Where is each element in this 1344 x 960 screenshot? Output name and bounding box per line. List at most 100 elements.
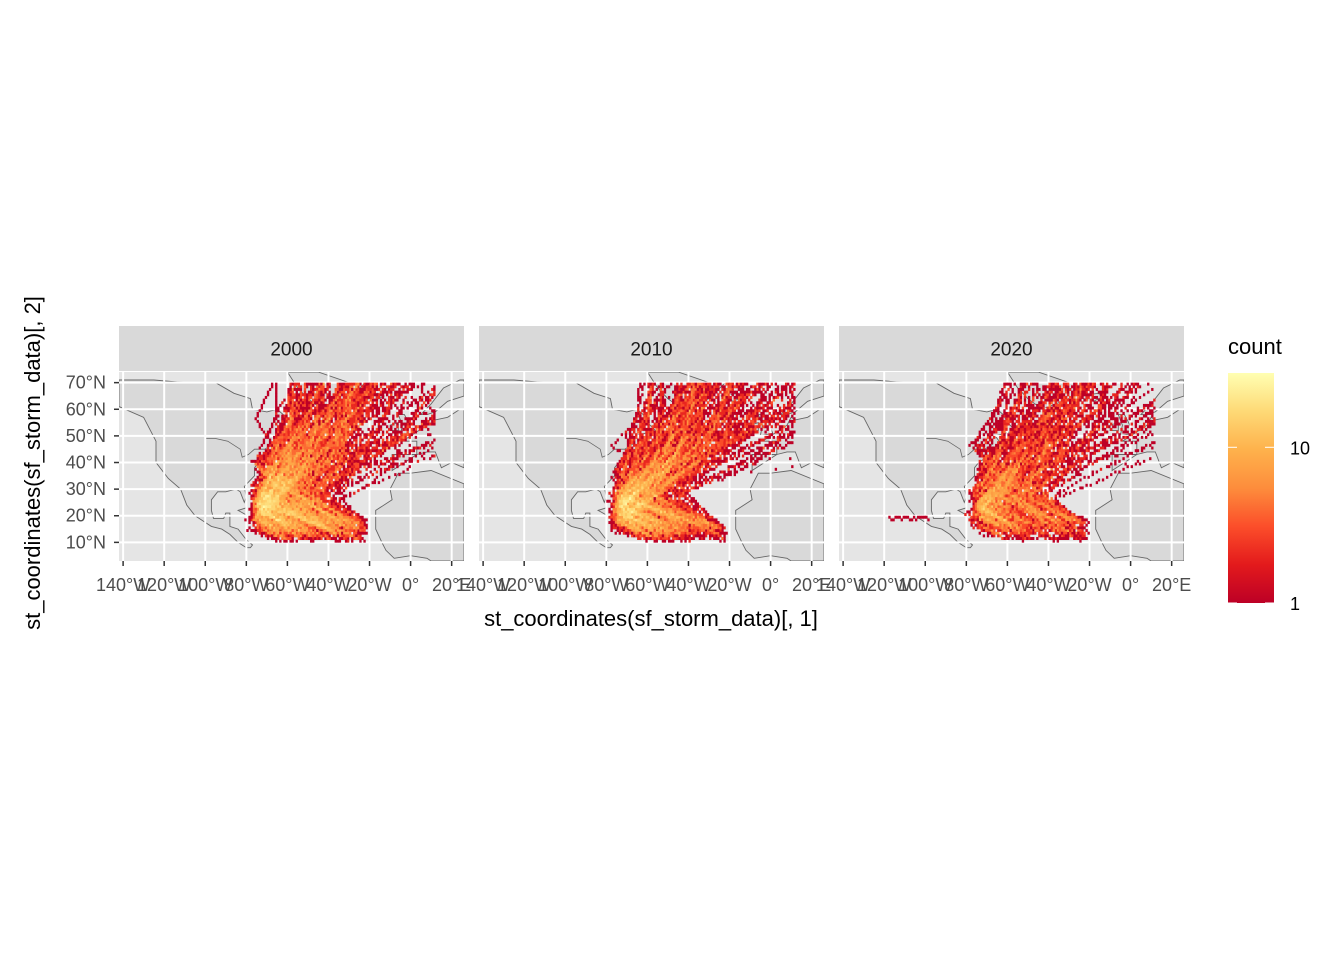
heat-cell <box>334 449 337 453</box>
heat-cell <box>355 398 358 402</box>
heat-cell <box>408 457 411 461</box>
heat-cell <box>396 438 399 442</box>
heat-cell <box>416 401 420 405</box>
heat-cell <box>338 475 342 479</box>
heat-cell <box>316 406 319 410</box>
heat-cell <box>277 483 280 487</box>
heat-cell <box>735 422 739 426</box>
heat-cell <box>365 395 368 399</box>
heat-cell <box>322 478 325 482</box>
heat-cell <box>291 531 294 535</box>
heat-cell <box>645 502 648 506</box>
heat-cell <box>260 403 264 407</box>
heat-cell <box>293 409 296 413</box>
heat-cell <box>379 401 383 405</box>
heat-cell <box>418 446 422 450</box>
heat-cell <box>289 393 292 397</box>
heat-cell <box>690 475 693 479</box>
heat-cell <box>264 526 268 530</box>
heat-cell <box>287 435 290 439</box>
heat-cell <box>277 462 280 466</box>
heat-cell <box>270 507 274 511</box>
heat-cell <box>359 470 362 474</box>
heat-cell <box>657 443 661 447</box>
heat-cell <box>686 427 689 431</box>
heat-cell <box>281 459 284 463</box>
heat-cell <box>322 401 325 405</box>
heat-cell <box>289 446 292 450</box>
heat-cell <box>316 435 319 439</box>
heat-cell <box>338 406 342 410</box>
heat-cell <box>661 467 665 471</box>
heat-cell <box>754 414 757 418</box>
heat-cell <box>301 507 305 511</box>
heat-cell <box>318 529 321 533</box>
heat-cell <box>283 459 286 463</box>
heat-cell <box>657 521 661 525</box>
heat-cell <box>314 427 317 431</box>
heat-cell <box>281 454 284 458</box>
heat-cell <box>330 414 333 418</box>
heat-cell <box>402 470 405 474</box>
heat-cell <box>305 414 309 418</box>
heat-cell <box>297 483 301 487</box>
heat-cell <box>295 526 298 530</box>
heat-cell <box>639 483 642 487</box>
heat-cell <box>688 467 691 471</box>
heat-cell <box>314 387 317 391</box>
heat-cell <box>702 446 706 450</box>
heat-cell <box>336 446 340 450</box>
heat-cell <box>752 385 755 389</box>
heat-cell <box>612 505 615 509</box>
heat-cell <box>373 382 376 386</box>
heat-cell <box>381 387 385 391</box>
heat-cell <box>396 395 399 399</box>
heat-cell <box>279 459 282 463</box>
heat-cell <box>264 497 268 501</box>
heat-cell <box>330 481 333 485</box>
heat-cell <box>657 510 661 514</box>
heat-cell <box>279 529 282 533</box>
heat-cell <box>620 526 624 530</box>
heat-cell <box>653 465 656 469</box>
heat-cell <box>392 441 395 445</box>
heat-cell <box>723 411 726 415</box>
heat-cell <box>385 467 389 471</box>
heat-cell <box>729 385 732 389</box>
heat-cell <box>309 494 313 498</box>
heat-cell <box>266 521 270 525</box>
heat-cell <box>628 430 632 434</box>
heat-cell <box>359 382 362 386</box>
heat-cell <box>727 406 730 410</box>
heat-cell <box>344 382 348 386</box>
heat-cell <box>254 521 257 525</box>
heat-cell <box>729 411 732 415</box>
heat-cell <box>330 475 333 479</box>
heat-cell <box>643 505 646 509</box>
heat-cell <box>281 494 284 498</box>
heat-cell <box>353 526 356 530</box>
heat-cell <box>299 489 303 493</box>
heat-cell <box>273 462 276 466</box>
border-line <box>565 438 634 458</box>
heat-cell <box>258 497 261 501</box>
heat-cell <box>320 483 323 487</box>
heat-cell <box>694 521 697 525</box>
heat-cell <box>357 475 360 479</box>
heat-cell <box>281 526 284 530</box>
heat-cell <box>289 433 292 437</box>
heat-cell <box>334 539 337 543</box>
heat-cell <box>789 403 792 407</box>
heat-cell <box>309 518 313 522</box>
heat-cell <box>624 451 628 455</box>
heat-cell <box>349 526 352 530</box>
heat-cell <box>318 537 321 540</box>
heat-cell <box>696 441 700 445</box>
heat-cell <box>301 409 305 413</box>
heat-cell <box>392 457 395 461</box>
heat-cell <box>293 417 296 421</box>
heat-cell <box>303 462 307 466</box>
heat-cell <box>307 422 311 426</box>
heat-cell <box>659 395 663 399</box>
heat-cell <box>336 510 340 514</box>
